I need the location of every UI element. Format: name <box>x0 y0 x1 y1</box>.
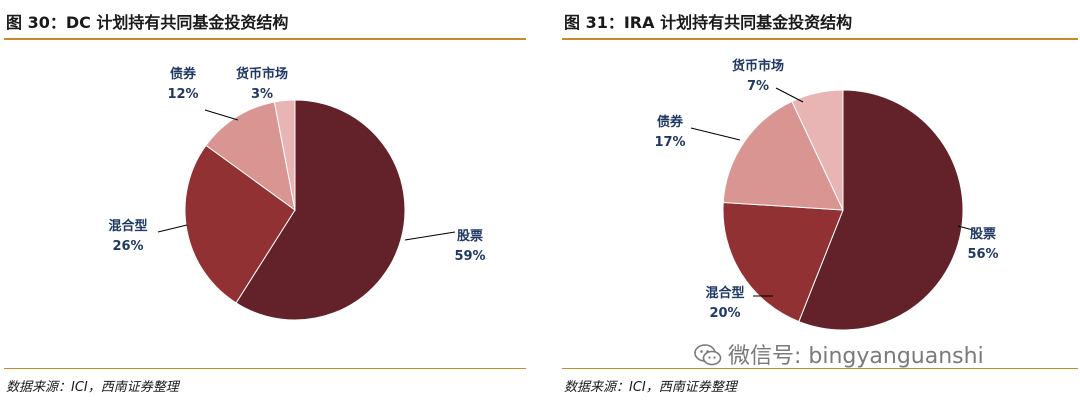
slice-label-stocks: 股票 <box>970 226 996 242</box>
source-divider <box>562 368 1078 369</box>
slice-value-stocks: 59% <box>454 249 485 264</box>
slice-label-money-market: 货币市场 <box>236 66 288 82</box>
pie-chart-dc: 股票 59% 混合型 26% 债券 12% 货币市场 3% <box>108 66 486 321</box>
chart-title: 图 30：DC 计划持有共同基金投资结构 <box>6 13 289 32</box>
chart-source: 数据来源：ICI，西南证券整理 <box>564 380 737 395</box>
pie-slice-money-market <box>791 89 844 211</box>
pie-slice-stocks <box>235 99 406 321</box>
slice-value-bonds: 17% <box>654 135 685 150</box>
pie-slice-bonds <box>722 100 844 211</box>
leader-line-stocks <box>957 225 974 231</box>
slice-label-bonds: 债券 <box>657 114 684 130</box>
chart-source: 数据来源：ICI，西南证券整理 <box>6 380 179 395</box>
watermark-text: 微信号: bingyanguanshi <box>728 344 984 369</box>
pie-slice-hybrid <box>722 201 844 323</box>
slice-label-hybrid: 混合型 <box>705 285 744 301</box>
slice-value-stocks: 56% <box>967 247 998 262</box>
pie-slice-hybrid <box>184 144 296 304</box>
slice-value-hybrid: 26% <box>112 239 143 254</box>
pie-slice-bonds <box>205 101 296 212</box>
chart-title: 图 31：IRA 计划持有共同基金投资结构 <box>564 13 853 32</box>
leader-line-money-market <box>775 87 804 103</box>
source-divider <box>4 368 526 369</box>
slice-value-hybrid: 20% <box>709 306 740 321</box>
pie-slice-stocks <box>798 89 964 331</box>
leader-line-stocks <box>404 231 456 241</box>
chart-panel-ira: 图 31：IRA 计划持有共同基金投资结构 股票 56% 混合型 20% 债券 17% 货币… <box>558 0 1080 403</box>
slice-value-money-market: 7% <box>747 79 769 94</box>
pie-chart-ira: 股票 56% 混合型 20% 债券 17% 货币市场 7% <box>654 58 999 331</box>
slice-value-bonds: 12% <box>167 87 198 102</box>
slice-label-hybrid: 混合型 <box>108 218 147 234</box>
title-divider <box>562 38 1078 40</box>
leader-line-bonds <box>690 127 741 141</box>
watermark: 微信号: bingyanguanshi <box>694 338 984 370</box>
chart-panel-dc: 图 30：DC 计划持有共同基金投资结构 股票 59% 混合型 26% 债券 12% 货币市… <box>0 0 528 403</box>
leader-line-hybrid <box>157 224 188 233</box>
slice-label-money-market: 货币市场 <box>732 58 784 74</box>
pie-slice-money-market <box>273 99 296 211</box>
slice-value-money-market: 3% <box>251 87 273 102</box>
slice-label-stocks: 股票 <box>457 228 483 244</box>
title-divider <box>4 38 526 40</box>
wechat-icon <box>694 344 722 366</box>
leader-line-bonds <box>204 109 239 121</box>
slice-label-bonds: 债券 <box>170 66 197 82</box>
